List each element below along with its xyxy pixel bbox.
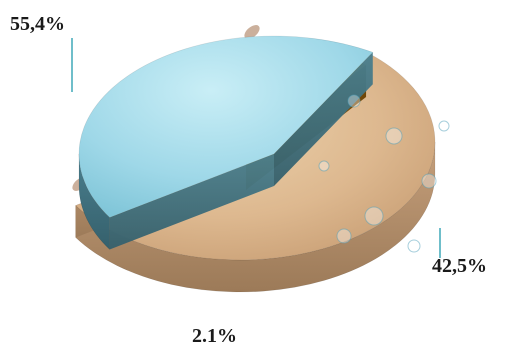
water-droplet-icon	[364, 206, 384, 226]
slice-water	[78, 35, 450, 253]
water-droplet-icon	[347, 94, 361, 108]
slice-water-cut-face	[109, 154, 275, 250]
water-droplet-icon	[421, 173, 437, 189]
data-label: 2.1%	[192, 325, 237, 347]
water-droplet-icon	[318, 160, 330, 172]
water-droplet-icon	[407, 239, 421, 253]
slice-water-cut-face	[274, 52, 373, 186]
slice-water-top	[78, 35, 374, 218]
data-label: 42,5%	[432, 255, 487, 277]
fossil-fish-icon	[244, 25, 260, 39]
water-droplet-icon	[336, 228, 352, 244]
water-droplet-icon	[385, 127, 403, 145]
data-label: 55,4%	[10, 13, 65, 35]
water-droplet-icon	[438, 120, 450, 132]
